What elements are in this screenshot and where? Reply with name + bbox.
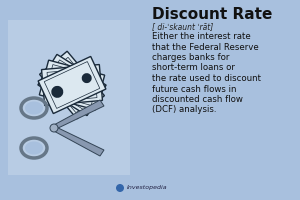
Text: Discount Rate: Discount Rate — [152, 7, 272, 22]
Text: charges banks for: charges banks for — [152, 53, 230, 62]
Text: discounted cash flow: discounted cash flow — [152, 95, 243, 104]
Polygon shape — [40, 51, 104, 119]
Ellipse shape — [82, 73, 92, 83]
Polygon shape — [39, 60, 105, 110]
Polygon shape — [38, 54, 106, 116]
Text: (DCF) analysis.: (DCF) analysis. — [152, 106, 217, 114]
Ellipse shape — [56, 67, 68, 79]
Ellipse shape — [52, 70, 64, 82]
Polygon shape — [38, 56, 106, 114]
Text: that the Federal Reserve: that the Federal Reserve — [152, 43, 259, 51]
Ellipse shape — [50, 80, 62, 92]
Polygon shape — [52, 126, 104, 156]
Ellipse shape — [77, 92, 87, 102]
Ellipse shape — [51, 86, 63, 98]
Ellipse shape — [25, 102, 43, 114]
Ellipse shape — [25, 142, 43, 154]
Circle shape — [50, 124, 58, 132]
Polygon shape — [41, 65, 103, 105]
Text: future cash flows in: future cash flows in — [152, 84, 236, 94]
Text: [ di-ˈskaunt ˈrāt]: [ di-ˈskaunt ˈrāt] — [152, 22, 213, 31]
Circle shape — [116, 184, 124, 192]
Text: Either the interest rate: Either the interest rate — [152, 32, 251, 41]
Text: Investopedia: Investopedia — [127, 186, 168, 190]
FancyBboxPatch shape — [8, 20, 130, 175]
Ellipse shape — [81, 89, 91, 99]
Text: short-term loans or: short-term loans or — [152, 64, 235, 72]
Polygon shape — [52, 100, 104, 130]
Text: the rate used to discount: the rate used to discount — [152, 74, 261, 83]
Ellipse shape — [83, 79, 93, 89]
Ellipse shape — [83, 84, 93, 94]
Ellipse shape — [50, 75, 62, 87]
